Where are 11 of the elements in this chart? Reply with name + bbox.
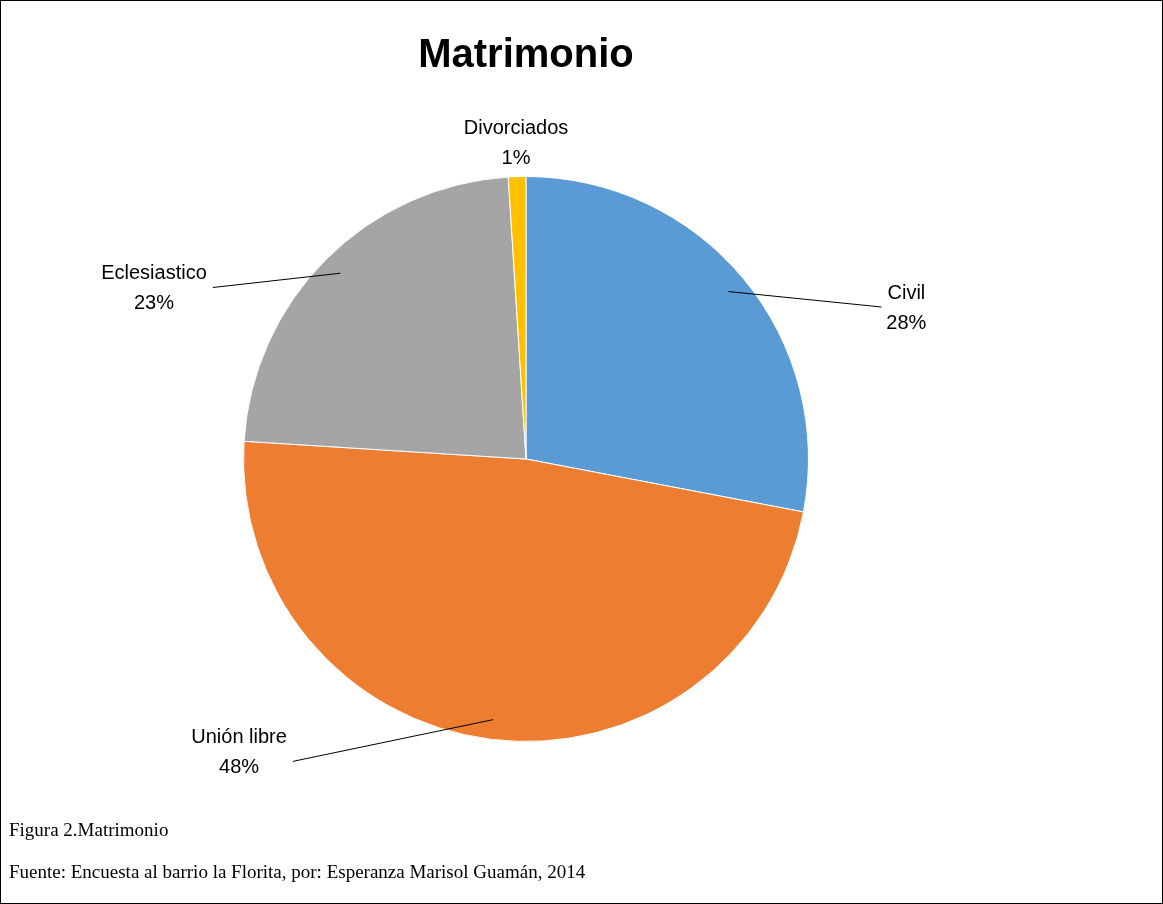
- data-label: 23%: [133, 291, 175, 314]
- data-label: 1%: [501, 146, 531, 169]
- chart-title: Matrimonio: [418, 31, 634, 76]
- source-note: Fuente: Encuesta al barrio la Florita, por: Esperanza Marisol Guamán, 2014: [9, 861, 586, 883]
- slice-label: Unión libre: [191, 724, 287, 747]
- slice-label: Eclesiastico: [101, 261, 207, 284]
- slice-label: Civil: [887, 280, 926, 303]
- data-label: 48%: [219, 754, 260, 777]
- text: Figura 2.Matrimonio: [9, 819, 169, 841]
- data-label: 28%: [886, 310, 927, 333]
- slice-label: Divorciados: [463, 116, 569, 139]
